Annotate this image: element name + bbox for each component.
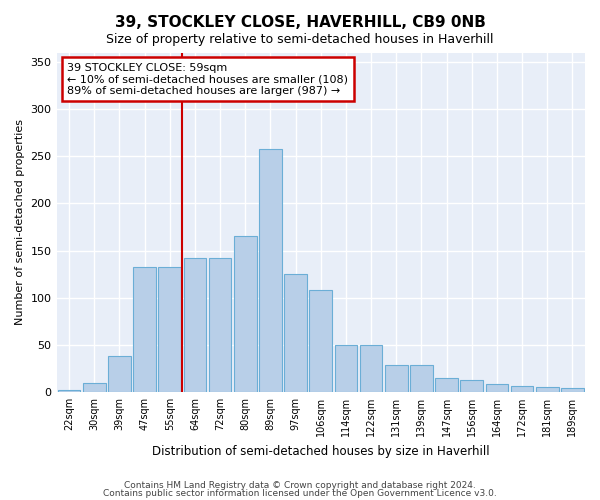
Bar <box>561 388 584 392</box>
Bar <box>435 378 458 392</box>
Bar <box>536 387 559 392</box>
Bar <box>108 356 131 392</box>
Bar <box>259 148 282 392</box>
Bar <box>460 380 483 392</box>
Text: 39 STOCKLEY CLOSE: 59sqm
← 10% of semi-detached houses are smaller (108)
89% of : 39 STOCKLEY CLOSE: 59sqm ← 10% of semi-d… <box>67 62 348 96</box>
Bar <box>133 266 156 392</box>
Text: Contains HM Land Registry data © Crown copyright and database right 2024.: Contains HM Land Registry data © Crown c… <box>124 480 476 490</box>
Bar <box>485 384 508 392</box>
Text: Contains public sector information licensed under the Open Government Licence v3: Contains public sector information licen… <box>103 489 497 498</box>
Bar <box>360 345 382 392</box>
Bar <box>385 364 407 392</box>
Title: 39, STOCKLEY CLOSE, HAVERHILL, CB9 0NB
Size of property relative to semi-detache: 39, STOCKLEY CLOSE, HAVERHILL, CB9 0NB S… <box>0 499 1 500</box>
Bar <box>234 236 257 392</box>
Text: 39, STOCKLEY CLOSE, HAVERHILL, CB9 0NB: 39, STOCKLEY CLOSE, HAVERHILL, CB9 0NB <box>115 15 485 30</box>
Bar <box>58 390 80 392</box>
Bar <box>83 384 106 392</box>
X-axis label: Distribution of semi-detached houses by size in Haverhill: Distribution of semi-detached houses by … <box>152 444 490 458</box>
Bar <box>511 386 533 392</box>
Bar <box>158 266 181 392</box>
Bar <box>335 345 357 392</box>
Y-axis label: Number of semi-detached properties: Number of semi-detached properties <box>15 119 25 325</box>
Bar <box>209 258 232 392</box>
Bar <box>184 258 206 392</box>
Bar <box>310 290 332 392</box>
Bar <box>410 364 433 392</box>
Bar <box>284 274 307 392</box>
Text: Size of property relative to semi-detached houses in Haverhill: Size of property relative to semi-detach… <box>106 32 494 46</box>
